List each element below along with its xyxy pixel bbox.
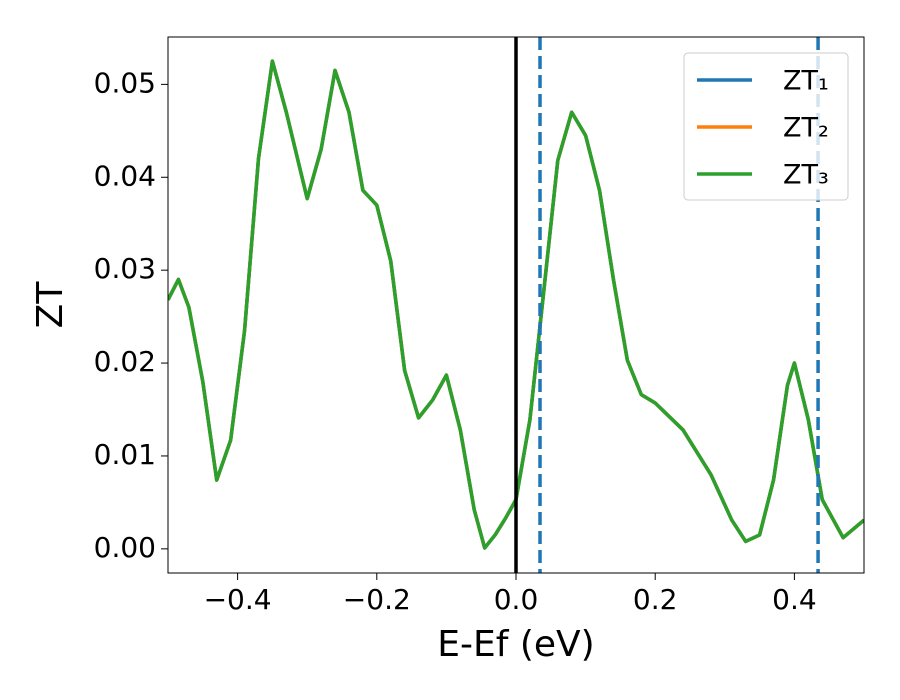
- series-line: [168, 59, 864, 550]
- y-tick-label: 0.05: [94, 66, 156, 99]
- y-tick-label: 0.01: [94, 438, 156, 471]
- x-tick-label: −0.4: [204, 583, 272, 616]
- legend-label: ZT₃: [783, 160, 829, 191]
- y-tick-label: 0.00: [94, 531, 156, 564]
- x-tick-label: 0.4: [772, 583, 817, 616]
- y-tick-label: 0.03: [94, 252, 156, 285]
- y-tick-label: 0.02: [94, 345, 156, 378]
- y-tick-label: 0.04: [94, 159, 156, 192]
- plot: [168, 37, 864, 573]
- legend-box: [683, 52, 849, 201]
- y-axis-label: ZT: [30, 281, 71, 329]
- legend-label: ZT₁: [783, 66, 829, 97]
- x-tick-label: −0.2: [343, 583, 411, 616]
- x-axis-label: E-Ef (eV): [437, 624, 594, 665]
- x-tick-label: 0.2: [633, 583, 678, 616]
- plot-frame: [167, 36, 865, 574]
- x-tick-label: 0.0: [494, 583, 539, 616]
- legend-label: ZT₂: [783, 113, 829, 144]
